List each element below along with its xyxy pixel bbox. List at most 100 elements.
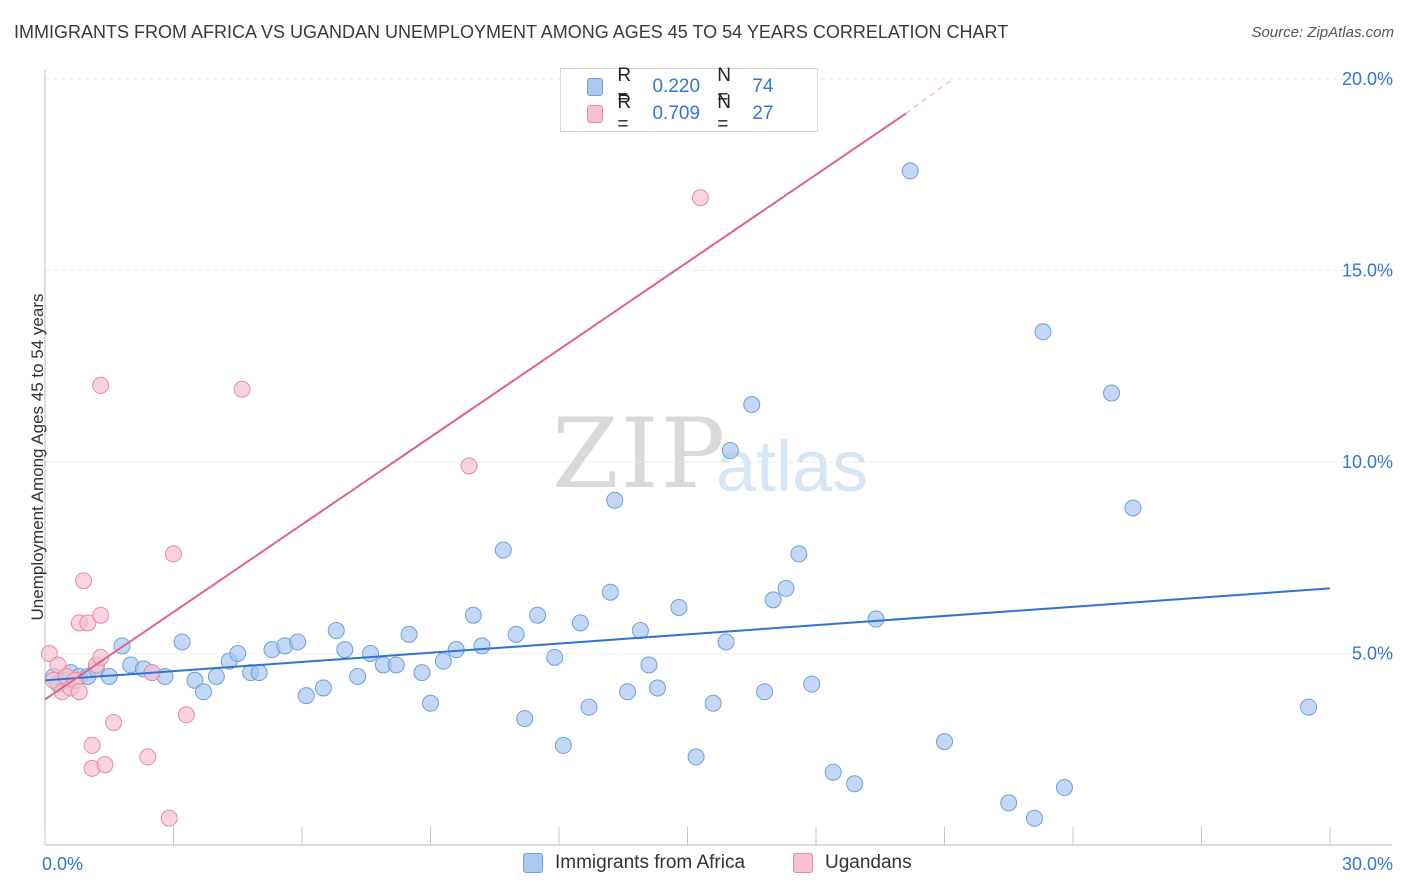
africa-point	[349, 667, 367, 685]
africa-legend-swatch	[523, 853, 543, 873]
africa-point	[1000, 794, 1018, 812]
africa-point	[803, 675, 821, 693]
africa-point	[619, 683, 637, 701]
ugandans-point	[96, 756, 114, 774]
source-label: Source: ZipAtlas.com	[1251, 24, 1394, 41]
africa-point	[507, 625, 525, 643]
ugandans-point	[233, 380, 251, 398]
ugandans-point	[92, 606, 110, 624]
africa-point	[529, 606, 547, 624]
legend-item-ugandans[interactable]: Ugandans	[793, 852, 912, 874]
africa-point	[606, 491, 624, 509]
africa-point	[777, 579, 795, 597]
africa-point	[336, 641, 354, 659]
africa-point	[631, 622, 649, 640]
ugandans-trend-extension	[905, 78, 954, 114]
africa-point	[494, 541, 512, 559]
ugandans-point	[139, 748, 157, 766]
ugandans-point	[92, 648, 110, 666]
africa-point	[546, 648, 564, 666]
africa-point	[1025, 809, 1043, 827]
x-tick-label: 30.0%	[1342, 854, 1393, 874]
ugandans-point	[460, 457, 478, 475]
n-label: N =	[717, 92, 731, 135]
africa-point	[649, 679, 667, 697]
africa-point	[387, 656, 405, 674]
y-tick-label: 20.0%	[1342, 69, 1393, 89]
x-tick-label: 0.0%	[42, 854, 83, 874]
ugandans-point	[160, 809, 178, 827]
ugandans-point	[75, 572, 93, 590]
africa-point	[867, 610, 885, 628]
africa-point	[289, 633, 307, 651]
africa-point	[764, 591, 782, 609]
ugandans-point	[177, 706, 195, 724]
africa-point	[1300, 698, 1318, 716]
ugandans-point	[79, 614, 97, 632]
ugandans-point	[105, 713, 123, 731]
africa-point	[194, 683, 212, 701]
r-label: R =	[617, 65, 632, 108]
africa-point	[400, 625, 418, 643]
africa-point	[756, 683, 774, 701]
ugandans-point	[70, 683, 88, 701]
africa-point	[1103, 384, 1121, 402]
stats-legend-row-africa: R = 0.220 N = 74	[587, 65, 817, 108]
africa-point	[229, 645, 247, 662]
r-label: R =	[617, 92, 632, 135]
africa-point	[207, 667, 225, 685]
africa-point	[687, 748, 705, 766]
africa-point	[186, 671, 204, 689]
legend-item-africa[interactable]: Immigrants from Africa	[523, 852, 745, 874]
africa-point	[901, 162, 919, 180]
africa-point	[846, 775, 864, 793]
africa-point	[580, 698, 598, 716]
legend-label-africa: Immigrants from Africa	[555, 852, 746, 873]
africa-point	[413, 664, 431, 682]
africa-point	[173, 633, 191, 651]
africa-point	[422, 694, 439, 712]
africa-point	[824, 763, 842, 781]
africa-point	[704, 694, 722, 712]
ugandans-point	[165, 545, 182, 563]
africa-point	[743, 396, 761, 414]
watermark-zip: ZIP	[552, 398, 728, 510]
stats-legend-row-ugandans: R = 0.709 N = 27	[587, 92, 817, 135]
africa-trend-line	[44, 587, 1331, 682]
africa-point	[601, 583, 619, 601]
africa-point	[297, 687, 315, 705]
ugandans-swatch	[587, 105, 604, 123]
africa-point	[640, 656, 658, 674]
africa-swatch	[587, 78, 604, 96]
africa-point	[516, 710, 534, 728]
africa-point	[554, 736, 572, 754]
series-legend: Immigrants from Africa Ugandans	[0, 852, 1406, 876]
africa-point	[473, 637, 491, 655]
ugandans-point	[691, 189, 709, 207]
n-value: 74	[752, 76, 774, 97]
stats-legend: R = 0.220 N = 74 R = 0.709 N = 27	[560, 65, 818, 135]
africa-point	[464, 606, 482, 624]
africa-point	[936, 733, 953, 751]
ugandans-point	[40, 645, 58, 662]
africa-point	[1055, 779, 1073, 797]
ugandans-trend-line	[44, 112, 907, 701]
n-value: 27	[752, 103, 774, 124]
n-label: N =	[717, 65, 731, 108]
africa-point	[327, 622, 345, 640]
r-value: 0.709	[652, 103, 701, 124]
africa-point	[434, 652, 452, 670]
africa-point	[790, 545, 808, 563]
africa-point	[717, 633, 735, 651]
africa-point	[1034, 323, 1052, 341]
r-value: 0.220	[652, 76, 701, 97]
africa-point	[1124, 499, 1142, 517]
ugandans-legend-swatch	[793, 853, 813, 873]
y-tick-label: 10.0%	[1342, 452, 1393, 472]
ugandans-point	[83, 736, 101, 754]
africa-point	[362, 645, 380, 662]
africa-point	[721, 442, 739, 460]
y-tick-label: 15.0%	[1342, 261, 1393, 281]
africa-point	[670, 599, 688, 617]
